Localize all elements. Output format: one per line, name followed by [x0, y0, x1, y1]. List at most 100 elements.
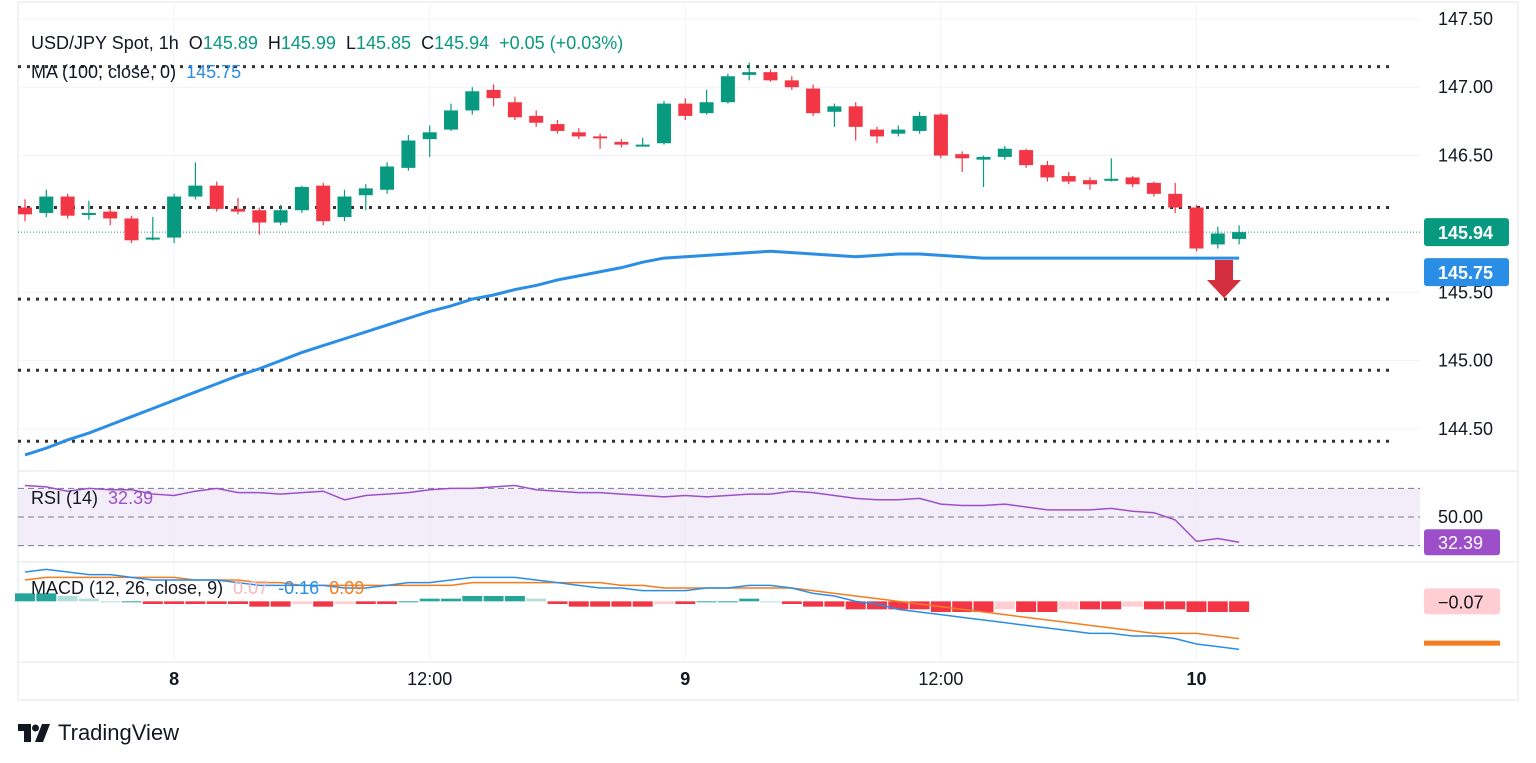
candle-body	[997, 148, 1012, 157]
tradingview-logo[interactable]: TradingView	[18, 720, 179, 746]
macd-histogram-bar	[1143, 601, 1164, 610]
candle-body	[699, 102, 714, 114]
macd-histogram-bar	[888, 601, 909, 610]
current-price-tag: 145.94	[1438, 223, 1493, 243]
candle-body	[444, 110, 458, 130]
candle-body	[806, 88, 821, 114]
macd-histogram-bar	[803, 601, 824, 607]
symbol-legend: USD/JPY Spot, 1h O145.89 H145.99 L145.85…	[31, 33, 624, 53]
macd-histogram-bar	[1037, 601, 1058, 612]
candle-body	[60, 196, 75, 216]
macd-histogram-bar	[249, 601, 270, 607]
high-label: H	[267, 33, 281, 53]
ma-value: 145.75	[186, 62, 242, 82]
macd-histogram-bar	[504, 596, 525, 602]
candle-body	[870, 129, 884, 137]
change-value: +0.05 (+0.03%)	[499, 33, 624, 53]
macd-histogram-bar	[994, 601, 1015, 610]
candle-body	[465, 91, 480, 111]
price-tick-label: 147.50	[1438, 9, 1493, 29]
candle-body	[827, 106, 842, 112]
macd-histogram-bar	[952, 601, 973, 612]
candle-body	[1083, 180, 1097, 185]
macd-histogram-bar	[36, 593, 57, 602]
ma-legend: MA (100, close, 0) 145.75	[31, 62, 241, 83]
candle-body	[742, 72, 757, 75]
macd-histogram-bar	[675, 601, 696, 604]
candle-body	[380, 166, 395, 190]
candle-body	[720, 76, 735, 103]
timeframe: 1h	[158, 33, 179, 53]
candle-body	[1146, 182, 1161, 194]
candle-body	[1125, 177, 1140, 185]
macd-value-tag: −0.07	[1438, 592, 1484, 612]
macd-histogram-bar	[355, 601, 376, 604]
macd-histogram-bar	[696, 601, 717, 603]
macd-histogram-bar	[185, 601, 206, 604]
macd-histogram-bar	[1229, 601, 1250, 612]
candle-body	[1104, 178, 1119, 181]
macd-line-value: -0.16	[278, 578, 320, 598]
high-value: 145.99	[280, 33, 336, 53]
macd-histogram-bar	[441, 598, 461, 602]
candle-body	[550, 124, 565, 131]
candle-body	[1061, 176, 1076, 182]
close-label: C	[421, 33, 435, 53]
time-axis-label: 9	[680, 669, 690, 689]
candle-body	[763, 72, 778, 81]
macd-histogram-bar	[270, 601, 291, 607]
candle-body	[529, 115, 544, 123]
ma-price-tag: 145.75	[1438, 263, 1493, 283]
candle-body	[188, 185, 203, 197]
candle-body	[848, 106, 863, 127]
candle-body	[678, 103, 693, 116]
macd-histogram-bar	[462, 596, 483, 602]
macd-signal-line	[24, 576, 1240, 640]
candle-body	[657, 103, 671, 144]
rsi-axis-tick: 50.00	[1438, 507, 1483, 527]
candle-body	[891, 129, 906, 134]
macd-histogram-bar	[824, 601, 845, 607]
candle-body	[18, 207, 32, 215]
candle-body	[316, 185, 331, 222]
time-axis-label: 8	[169, 669, 179, 689]
candle-body	[103, 211, 118, 219]
macd-histogram-bar	[1186, 601, 1207, 612]
macd-histogram-bar	[121, 601, 142, 603]
macd-histogram-bar	[845, 601, 866, 610]
candle-body	[337, 196, 352, 218]
candle-body	[252, 210, 267, 223]
candle-body	[784, 80, 799, 88]
macd-signal-value: 0.09	[329, 578, 365, 598]
price-tick-label: 146.50	[1438, 146, 1493, 166]
ma-label: MA (100, close, 0)	[31, 62, 177, 82]
candle-body	[167, 196, 182, 238]
candle-body	[1019, 150, 1034, 166]
macd-label: MACD (12, 26, close, 9)	[31, 578, 224, 598]
ma-price-tag-bg	[1424, 258, 1509, 287]
bearish-arrow-icon	[1207, 260, 1241, 298]
candle-body	[593, 136, 608, 139]
candle-body	[401, 140, 416, 168]
macd-histogram-bar	[398, 601, 419, 603]
macd-hist-value: 0.07	[233, 578, 269, 598]
macd-histogram-bar	[1058, 601, 1079, 610]
macd-histogram-bar	[739, 598, 760, 602]
candle-body	[571, 132, 586, 137]
candle-body	[124, 218, 139, 241]
macd-histogram-bar	[1101, 601, 1122, 610]
candle-body	[1168, 193, 1183, 208]
candle-body	[209, 185, 224, 209]
candle-body	[955, 154, 970, 159]
rsi-value-tag-bg	[1424, 529, 1500, 556]
macd-histogram-bar	[1207, 601, 1228, 612]
macd-histogram-bar	[57, 596, 78, 602]
candle-body	[231, 208, 245, 212]
candle-body	[933, 114, 948, 156]
macd-histogram-bar	[1122, 601, 1143, 607]
rsi-value: 32.39	[108, 488, 154, 508]
candle-body	[422, 132, 437, 140]
macd-histogram-bar	[228, 601, 248, 604]
macd-histogram-bar	[206, 601, 227, 604]
